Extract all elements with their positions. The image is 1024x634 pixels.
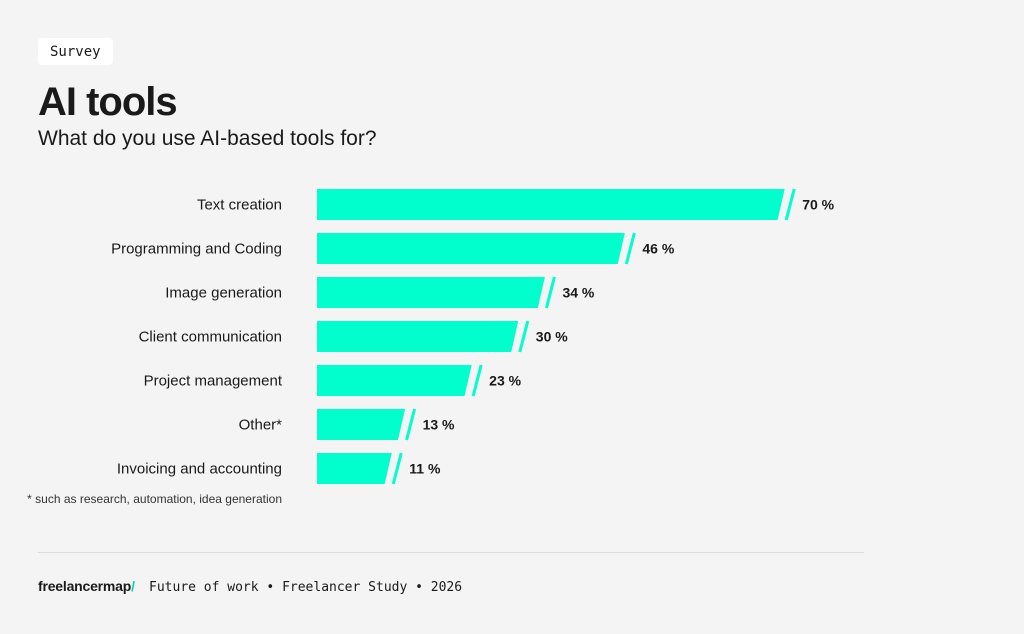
bar-break-slash bbox=[544, 276, 556, 309]
bar bbox=[317, 277, 548, 308]
category-label: Programming and Coding bbox=[111, 241, 282, 258]
bar bbox=[317, 321, 521, 352]
value-label: 46 % bbox=[642, 241, 674, 257]
category-label: Client communication bbox=[139, 329, 282, 346]
bar-break-slash bbox=[518, 320, 530, 353]
category-label: Invoicing and accounting bbox=[117, 461, 282, 478]
brand-logo: freelancermap bbox=[38, 578, 132, 594]
footer-divider bbox=[38, 552, 864, 553]
bar bbox=[317, 189, 788, 220]
footnote: * such as research, automation, idea gen… bbox=[27, 492, 282, 506]
brand-slash-icon: / bbox=[131, 578, 136, 594]
bar-break-gap bbox=[397, 406, 410, 443]
bar-break-gap bbox=[510, 318, 523, 355]
bar-break-gap bbox=[617, 230, 630, 267]
bar-break-slash bbox=[471, 364, 483, 397]
category-label: Other* bbox=[239, 417, 283, 434]
bar-break-slash bbox=[784, 188, 796, 221]
bar-break-gap bbox=[777, 186, 790, 223]
bar-break-gap bbox=[537, 274, 550, 311]
bar-break-slash bbox=[405, 408, 417, 441]
category-label: Project management bbox=[144, 373, 283, 390]
bar bbox=[317, 233, 628, 264]
value-label: 23 % bbox=[489, 373, 521, 389]
bar bbox=[317, 453, 395, 484]
bar bbox=[317, 365, 475, 396]
value-label: 30 % bbox=[536, 329, 568, 345]
bar-break-slash bbox=[624, 232, 636, 265]
survey-tag: Survey bbox=[38, 38, 113, 65]
value-label: 11 % bbox=[409, 461, 441, 477]
bar-break-gap bbox=[384, 450, 397, 487]
bar-break-slash bbox=[391, 452, 403, 485]
footer: freelancermap / Future of work • Freelanc… bbox=[38, 578, 462, 595]
value-label: 34 % bbox=[562, 285, 594, 301]
page-title: AI tools bbox=[38, 80, 178, 124]
bar-break-gap bbox=[464, 362, 477, 399]
bar bbox=[317, 409, 408, 440]
value-label: 13 % bbox=[423, 417, 455, 433]
category-label: Image generation bbox=[165, 285, 282, 302]
category-label: Text creation bbox=[197, 197, 282, 214]
bar-chart: Text creation 70 % Programming and Coding 4… bbox=[111, 186, 835, 487]
footer-text: Future of work • Freelancer Study • 2026 bbox=[149, 580, 463, 595]
page-subtitle: What do you use AI-based tools for? bbox=[38, 127, 377, 150]
value-label: 70 % bbox=[802, 197, 834, 213]
